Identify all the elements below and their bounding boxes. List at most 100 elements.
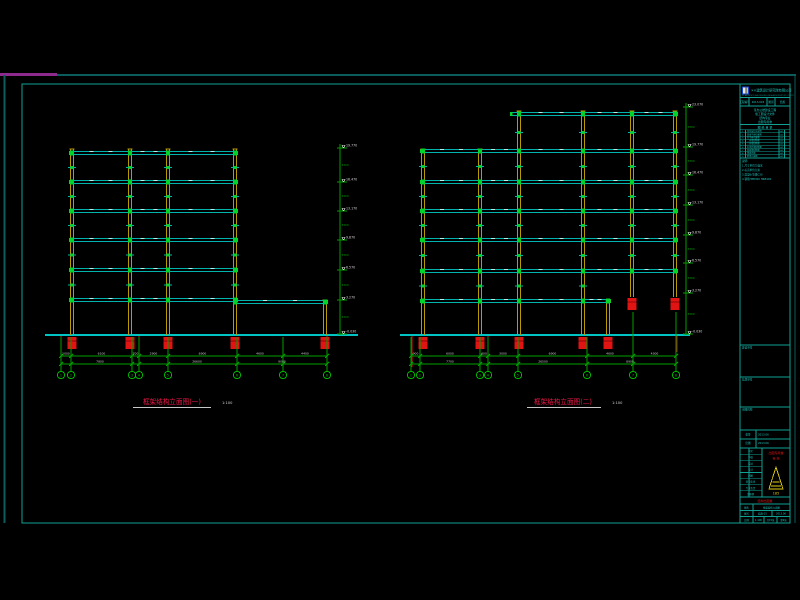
tie-block <box>581 254 585 257</box>
tb-info-cell: 结施 <box>780 100 786 104</box>
elevation-triangle <box>687 232 692 236</box>
tb-red-note: 结构出图章 <box>757 498 772 503</box>
dimension-tick <box>584 361 590 367</box>
tie-block <box>166 166 170 169</box>
elevation-triangle <box>687 202 692 206</box>
beam-column-joint <box>421 208 425 214</box>
tie-block <box>166 224 170 227</box>
beam-column-joint <box>421 148 425 154</box>
tb-sign-box-label: 审图机构 <box>742 408 753 412</box>
tb-list-name: 二层梁配筋图 <box>747 139 759 143</box>
axis-number: 2 <box>70 373 72 377</box>
company-name: ××建筑设计研究院有限公司 <box>751 88 791 93</box>
tie-block <box>517 224 521 227</box>
axis-bubble <box>628 370 638 380</box>
tie-block <box>673 131 677 134</box>
beam-column-joint <box>421 179 425 185</box>
beam-column-joint <box>128 150 132 156</box>
elevation-triangle <box>341 297 346 301</box>
dimension-tick <box>234 353 240 359</box>
beam-column-joint <box>517 179 521 185</box>
drawing-title: 框架结构立面图(一) <box>143 397 201 406</box>
axis-number: 3 <box>479 373 481 377</box>
dimension-tick <box>515 361 521 367</box>
beam-column-joint <box>517 298 521 304</box>
tb-approval-label: 出图 <box>745 441 751 445</box>
tie-block <box>70 253 74 257</box>
tb-staff-label: 专业负责 <box>746 486 756 490</box>
beam-column-joint <box>517 111 521 117</box>
dimension-tick <box>324 353 330 359</box>
dimension-tick <box>485 353 491 359</box>
storey-height-label: 3300 <box>688 159 695 163</box>
dimension-label: 6900 <box>549 352 557 356</box>
beam-column-joint <box>70 179 74 185</box>
beam-column-joint <box>233 179 237 185</box>
beam-column-joint <box>606 298 610 304</box>
tie-block <box>128 283 132 287</box>
tie-block <box>166 283 170 287</box>
tb-staff-label: 审核 <box>748 455 753 459</box>
axis-number: 4 <box>138 373 140 377</box>
tie-block <box>630 224 634 227</box>
beam-column-joint <box>128 237 132 243</box>
tie-block <box>630 254 634 257</box>
tie-block <box>673 165 677 168</box>
tie-block <box>128 224 132 227</box>
dimension-label: 6000 <box>446 352 454 356</box>
beam-column-joint <box>630 148 634 154</box>
tb-sign-box-label: 监理单位 <box>742 378 753 382</box>
storey-height-label: 3300 <box>342 194 349 198</box>
tb-list-size: A1 <box>780 155 783 158</box>
beam-column-joint <box>478 148 482 154</box>
beam-column-joint <box>630 208 634 214</box>
beam-column-joint <box>233 267 237 273</box>
tie-block <box>166 195 170 198</box>
elevation-value: 23.070 <box>692 102 703 106</box>
tb-project-line: 出图专用章 <box>758 120 772 124</box>
elevation-triangle <box>341 208 346 212</box>
dimension-label: 2900 <box>150 352 158 356</box>
tie-block <box>233 224 237 227</box>
tb-list-title: 图 纸 目 录 <box>758 124 773 129</box>
drawing-title: 框架结构立面图(二) <box>534 397 592 406</box>
dimension-tick <box>58 353 64 359</box>
beam-column-joint <box>581 298 585 304</box>
storey-height-label: 3300 <box>342 283 349 287</box>
axis-bubble <box>278 370 288 380</box>
dimension-label: 7700 <box>446 360 454 364</box>
dimension-tick <box>280 353 286 359</box>
tb-list-no: 1 <box>742 131 744 133</box>
tb-list-name: 标准层梁配筋图 <box>747 145 762 149</box>
elevation-value: 19.770 <box>692 142 703 146</box>
drawing-frame <box>0 73 796 524</box>
tb-approval-value: 2013.06 <box>758 432 769 436</box>
axis-number: 5 <box>167 373 169 377</box>
storey-height-label: 3300 <box>342 315 349 319</box>
beam-column-joint <box>70 297 74 303</box>
tb-approval-label: 会签 <box>745 432 751 436</box>
tie-block <box>70 195 74 198</box>
tb-list-size: A1 <box>780 143 783 146</box>
elevation-value: 9.870 <box>692 230 701 234</box>
elevation-triangle <box>687 172 692 176</box>
company-logo-glyph <box>746 87 748 94</box>
elevation-value: 3.270 <box>692 288 701 292</box>
dimension-tick <box>584 353 590 359</box>
axis-number: 3 <box>131 373 133 377</box>
elevation-value: -0.030 <box>692 329 702 333</box>
beam-column-joint <box>478 179 482 185</box>
dimension-tick <box>417 353 423 359</box>
axis-number: 7 <box>282 373 284 377</box>
axis-bubble <box>66 370 76 380</box>
tie-block <box>673 224 677 227</box>
tie-block <box>630 165 634 168</box>
tb-seal-emblem <box>768 465 784 490</box>
storey-height-label: 3300 <box>688 276 695 280</box>
axis-bubble <box>56 370 66 380</box>
beam-column-joint <box>630 268 634 274</box>
column-footing <box>603 337 613 349</box>
tb-bottom-cell: 2013.06 <box>776 513 786 516</box>
elevation-triangle <box>687 331 692 335</box>
